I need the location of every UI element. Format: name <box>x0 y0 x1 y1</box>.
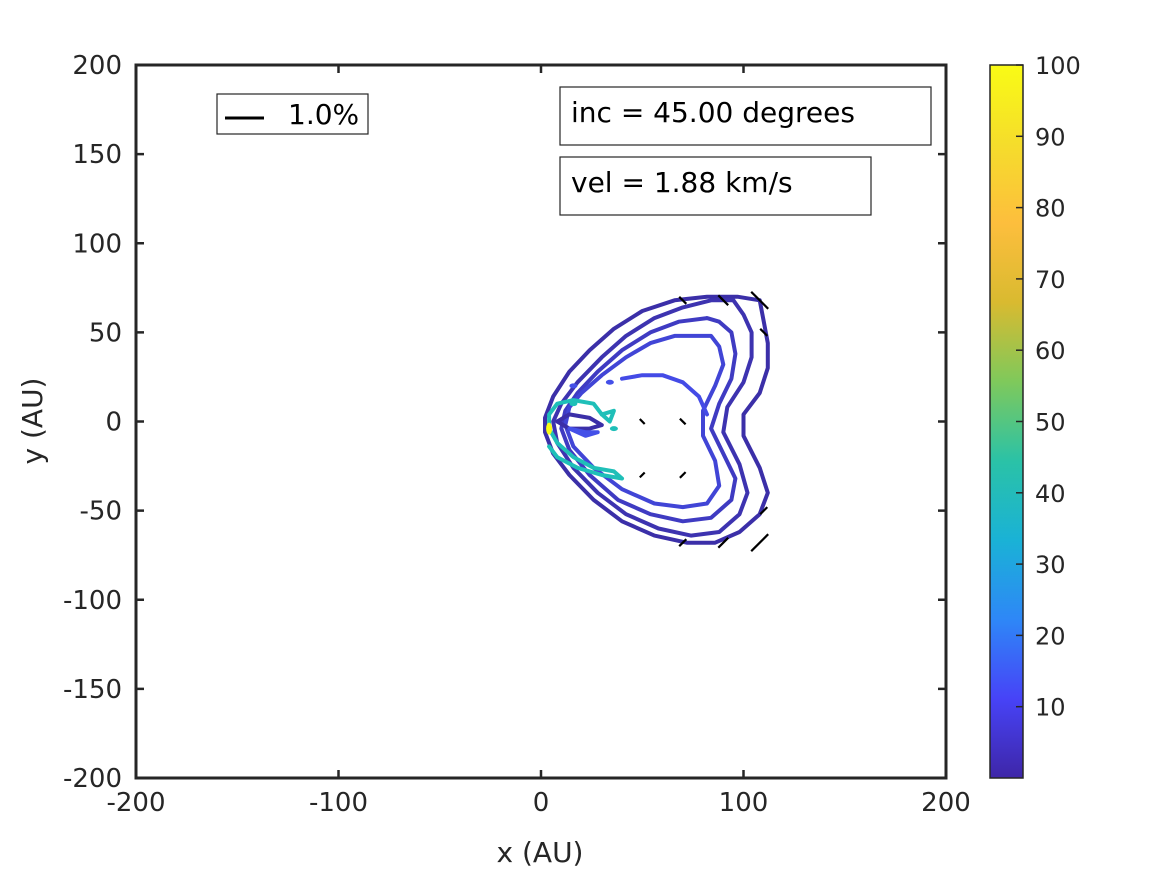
polarization-vectors <box>639 291 769 552</box>
x-tick-label: -200 <box>106 788 165 818</box>
polarization-vector <box>750 533 769 552</box>
contour-level-12-2 <box>559 316 738 524</box>
y-tick-label: 50 <box>89 318 122 348</box>
polarization-vector <box>717 537 729 549</box>
contour-layer <box>543 294 770 545</box>
contour-level-50-5 <box>547 398 624 481</box>
polarization-vector <box>759 506 769 515</box>
vel-box <box>559 156 872 216</box>
colorbar-tick-label: 90 <box>1035 123 1066 151</box>
legend: 1.0% <box>216 93 369 135</box>
x-tick-label: 0 <box>533 788 550 818</box>
contour-level-50-6 <box>599 408 616 424</box>
contour-level-20-4 <box>620 373 709 417</box>
inc-box <box>559 86 932 146</box>
colorbar-tick-label: 50 <box>1035 409 1066 437</box>
colorbar-tick-label: 100 <box>1035 52 1081 80</box>
polarization-vector <box>679 417 687 426</box>
inc-annotation: inc = 45.00 degrees <box>559 86 932 146</box>
inc-text: inc = 45.00 degrees <box>571 96 855 129</box>
y-tick-label: -150 <box>63 675 122 705</box>
y-tick-label: 150 <box>72 140 122 170</box>
x-tick-label: 100 <box>719 788 769 818</box>
y-tick-label: 200 <box>72 51 122 81</box>
vel-text: vel = 1.88 km/s <box>571 166 793 199</box>
colorbar-tick-label: 80 <box>1035 195 1066 223</box>
polarization-vector <box>750 291 769 310</box>
polarization-vector <box>679 471 687 479</box>
peak-marker <box>546 422 553 435</box>
polarization-vector <box>639 471 646 479</box>
contour-level-5-0 <box>543 294 770 545</box>
x-tick-label: 200 <box>921 788 971 818</box>
polarization-vector <box>759 328 769 337</box>
y-tick-label: 100 <box>72 229 122 259</box>
vel-annotation: vel = 1.88 km/s <box>559 156 872 216</box>
contour-blob <box>569 383 578 389</box>
colorbar-tick-label: 30 <box>1035 551 1066 579</box>
colorbar-tick-label: 60 <box>1035 337 1066 365</box>
y-tick-label: -100 <box>63 586 122 616</box>
y-tick-label: -50 <box>80 497 122 527</box>
contour-blob <box>609 426 618 432</box>
axis-ticks: -200 -100 0 100 200 200 150 100 50 0 -50 -100 -150 -2… <box>63 51 971 818</box>
legend-text: 1.0% <box>288 98 359 131</box>
x-tick-label: -100 <box>309 788 368 818</box>
contour-level-16-3 <box>563 333 726 510</box>
colorbar-tick-label: 20 <box>1035 622 1066 650</box>
colorbar-tick-label: 10 <box>1035 694 1066 722</box>
contour-blob <box>605 379 614 385</box>
contour-level-10-8 <box>567 426 600 438</box>
y-tick-label: 0 <box>105 408 122 438</box>
colorbar-ticks: 100 90 80 70 60 50 40 30 20 10 <box>1016 52 1081 722</box>
contour-blob <box>569 401 578 407</box>
y-axis-label: y (AU) <box>16 378 49 465</box>
colorbar-tick-label: 70 <box>1035 266 1066 294</box>
polarization-vector <box>639 418 646 425</box>
polarization-vector <box>717 294 729 306</box>
contour-level-8-1 <box>551 298 754 538</box>
x-axis-label: x (AU) <box>497 836 584 869</box>
colorbar-tick-label: 40 <box>1035 480 1066 508</box>
legend-box <box>216 93 369 135</box>
y-tick-label: -200 <box>63 764 122 794</box>
polarization-vector <box>678 538 688 547</box>
polarization-vector <box>678 296 688 305</box>
